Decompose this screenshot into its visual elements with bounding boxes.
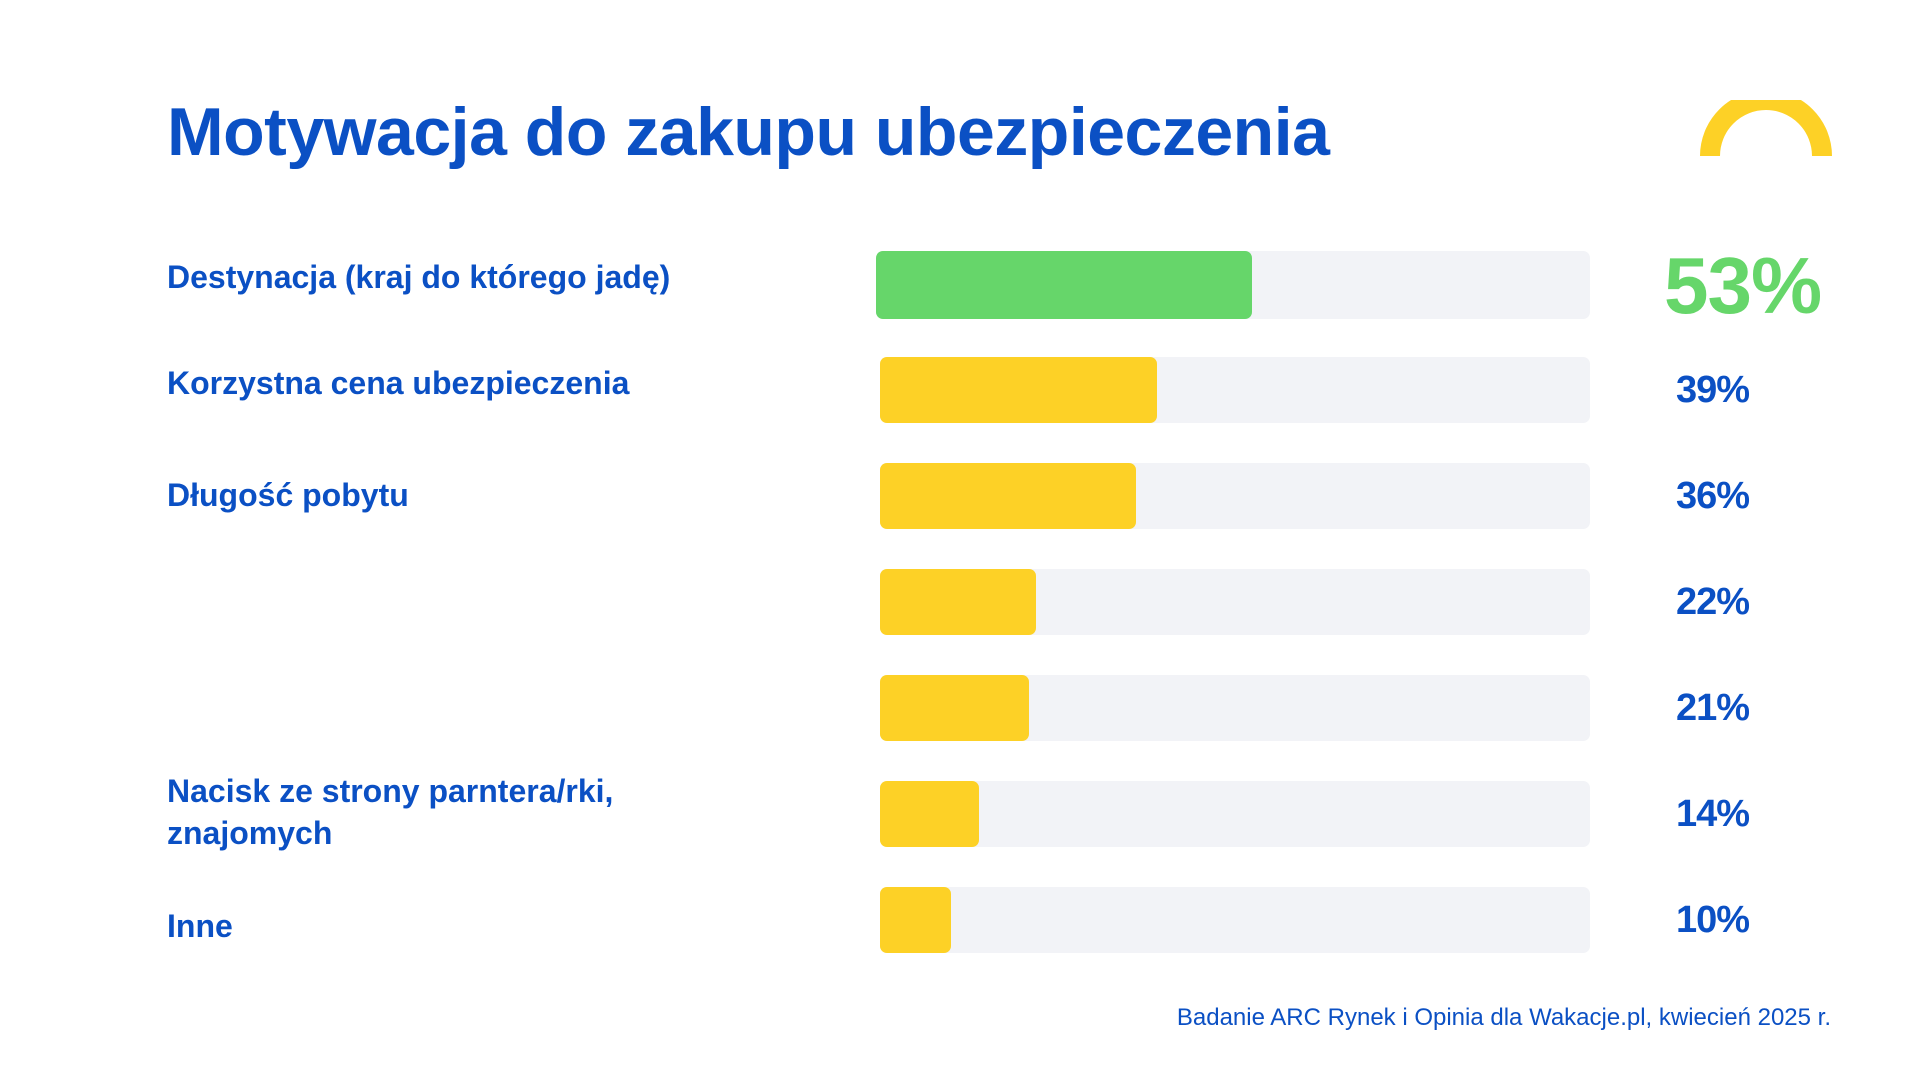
- category-label: Inne: [167, 908, 233, 944]
- value-label: 53%: [1664, 241, 1822, 330]
- bar: [876, 251, 1253, 319]
- yellow-half-arc-icon: [1700, 100, 1832, 157]
- value-label: 36%: [1676, 475, 1750, 517]
- bar: [880, 569, 1037, 635]
- bar: [880, 887, 951, 953]
- value-label: 14%: [1676, 793, 1750, 835]
- category-label: Nacisk ze strony parntera/rki, znajomych: [167, 773, 614, 851]
- value-label: 22%: [1676, 581, 1750, 623]
- bar-track: [880, 357, 1590, 423]
- bar-track: [880, 781, 1590, 847]
- source-note: Badanie ARC Rynek i Opinia dla Wakacje.p…: [1176, 1004, 1831, 1031]
- category-label: Korzystna cena ubezpieczenia: [167, 365, 630, 401]
- bar: [880, 675, 1030, 741]
- chart-title: Motywacja do zakupu ubezpieczenia: [167, 94, 1330, 170]
- value-label: 39%: [1676, 369, 1750, 411]
- value-label: 10%: [1676, 899, 1750, 941]
- category-label: Destynacja (kraj do którego jadę): [167, 259, 671, 295]
- bar: [880, 357, 1157, 423]
- bar-track: [880, 463, 1590, 529]
- bar-track: [880, 675, 1590, 741]
- category-label: Długość pobytu: [167, 477, 409, 513]
- bar: [880, 781, 980, 847]
- value-label: 21%: [1676, 687, 1750, 729]
- bar: [880, 463, 1136, 529]
- bar-track: [876, 251, 1590, 319]
- bar-track: [880, 887, 1590, 953]
- bar-track: [880, 569, 1590, 635]
